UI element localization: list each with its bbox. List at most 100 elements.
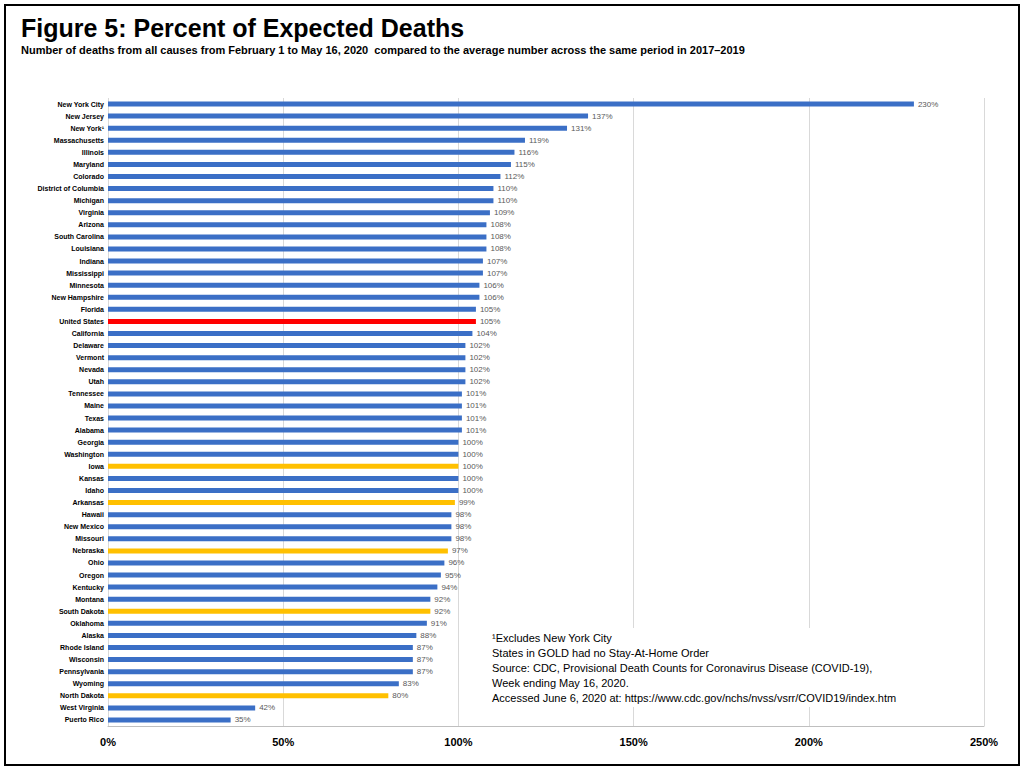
svg-text:Puerto Rico: Puerto Rico (65, 716, 104, 723)
svg-text:101%: 101% (466, 389, 486, 398)
svg-text:Washington: Washington (64, 451, 104, 459)
svg-text:Kansas: Kansas (79, 475, 104, 482)
svg-text:Tennessee: Tennessee (68, 390, 104, 397)
svg-text:United States: United States (59, 318, 104, 325)
svg-text:107%: 107% (487, 269, 507, 278)
svg-text:California: California (72, 330, 104, 337)
svg-text:Massachusetts: Massachusetts (54, 137, 104, 144)
svg-text:104%: 104% (476, 329, 496, 338)
svg-text:0%: 0% (100, 736, 116, 748)
svg-text:¹Excludes New York City: ¹Excludes New York City (492, 632, 612, 644)
svg-text:100%: 100% (462, 486, 482, 495)
svg-text:Utah: Utah (88, 378, 104, 385)
svg-text:Vermont: Vermont (76, 354, 105, 361)
svg-text:Alabama: Alabama (75, 427, 104, 434)
svg-text:District of Columbia: District of Columbia (37, 185, 104, 192)
svg-text:105%: 105% (480, 317, 500, 326)
svg-text:91%: 91% (431, 619, 447, 628)
svg-text:92%: 92% (434, 595, 450, 604)
svg-text:102%: 102% (469, 341, 489, 350)
svg-text:South Dakota: South Dakota (59, 608, 104, 615)
svg-text:200%: 200% (795, 736, 823, 748)
svg-text:Montana: Montana (75, 596, 104, 603)
svg-text:New Mexico: New Mexico (64, 523, 104, 530)
svg-text:Oklahoma: Oklahoma (70, 620, 104, 627)
svg-text:Florida: Florida (81, 306, 104, 313)
svg-text:North Dakota: North Dakota (60, 692, 104, 699)
svg-text:87%: 87% (417, 643, 433, 652)
svg-text:Maine: Maine (84, 402, 104, 409)
svg-text:New Jersey: New Jersey (65, 113, 104, 121)
svg-text:Louisiana: Louisiana (71, 245, 104, 252)
svg-text:98%: 98% (455, 534, 471, 543)
svg-text:102%: 102% (469, 353, 489, 362)
svg-text:100%: 100% (462, 450, 482, 459)
svg-text:Accessed June 6, 2020 at: http: Accessed June 6, 2020 at: https://www.cd… (492, 692, 896, 704)
svg-text:Pennsylvania: Pennsylvania (59, 668, 104, 676)
svg-text:150%: 150% (620, 736, 648, 748)
svg-text:94%: 94% (441, 583, 457, 592)
svg-text:Missouri: Missouri (75, 535, 104, 542)
svg-text:99%: 99% (459, 498, 475, 507)
svg-text:112%: 112% (504, 172, 524, 181)
svg-text:South Carolina: South Carolina (54, 233, 104, 240)
svg-text:Kentucky: Kentucky (72, 584, 104, 592)
svg-text:Arkansas: Arkansas (72, 499, 104, 506)
svg-text:95%: 95% (445, 571, 461, 580)
svg-text:Mississippi: Mississippi (66, 270, 104, 278)
svg-text:102%: 102% (469, 377, 489, 386)
svg-text:80%: 80% (392, 691, 408, 700)
svg-text:87%: 87% (417, 667, 433, 676)
svg-text:108%: 108% (490, 220, 510, 229)
svg-text:Wisconsin: Wisconsin (69, 656, 104, 663)
svg-text:Hawaii: Hawaii (82, 511, 104, 518)
svg-text:87%: 87% (417, 655, 433, 664)
svg-text:Nevada: Nevada (79, 366, 104, 373)
svg-text:Iowa: Iowa (88, 463, 104, 470)
svg-text:Wyoming: Wyoming (73, 680, 104, 688)
svg-text:101%: 101% (466, 426, 486, 435)
svg-text:109%: 109% (494, 208, 514, 217)
svg-text:35%: 35% (235, 715, 251, 724)
svg-text:101%: 101% (466, 414, 486, 423)
svg-text:101%: 101% (466, 401, 486, 410)
svg-text:Ohio: Ohio (88, 559, 104, 566)
svg-text:100%: 100% (462, 462, 482, 471)
svg-text:New York City: New York City (58, 101, 105, 109)
svg-text:Source: CDC, Provisional Death: Source: CDC, Provisional Death Counts fo… (492, 662, 872, 674)
svg-text:119%: 119% (529, 136, 549, 145)
svg-text:131%: 131% (571, 124, 591, 133)
svg-text:108%: 108% (490, 244, 510, 253)
svg-text:Indiana: Indiana (79, 258, 104, 265)
svg-text:88%: 88% (420, 631, 436, 640)
svg-text:States in GOLD had no Stay-At-: States in GOLD had no Stay-At-Home Order (492, 647, 709, 659)
svg-text:Delaware: Delaware (73, 342, 104, 349)
svg-text:Illinois: Illinois (82, 149, 104, 156)
svg-text:Arizona: Arizona (78, 221, 104, 228)
svg-text:Maryland: Maryland (73, 161, 104, 169)
svg-text:Michigan: Michigan (74, 197, 104, 205)
svg-text:100%: 100% (444, 736, 472, 748)
svg-text:Georgia: Georgia (78, 439, 105, 447)
svg-text:108%: 108% (490, 232, 510, 241)
svg-text:137%: 137% (592, 112, 612, 121)
svg-text:Rhode Island: Rhode Island (60, 644, 104, 651)
svg-text:Colorado: Colorado (73, 173, 104, 180)
svg-text:Number of deaths from all caus: Number of deaths from all causes from Fe… (21, 44, 745, 56)
svg-text:105%: 105% (480, 305, 500, 314)
svg-text:Minnesota: Minnesota (69, 282, 104, 289)
svg-text:83%: 83% (403, 679, 419, 688)
svg-text:106%: 106% (483, 293, 503, 302)
svg-text:115%: 115% (515, 160, 535, 169)
svg-text:Nebraska: Nebraska (72, 547, 104, 554)
svg-text:Idaho: Idaho (85, 487, 104, 494)
svg-text:107%: 107% (487, 257, 507, 266)
svg-text:Alaska: Alaska (81, 632, 104, 639)
svg-text:New Hampshire: New Hampshire (51, 294, 104, 302)
svg-text:West Virginia: West Virginia (60, 704, 104, 712)
svg-text:98%: 98% (455, 522, 471, 531)
svg-text:102%: 102% (469, 365, 489, 374)
svg-text:230%: 230% (918, 100, 938, 109)
svg-text:92%: 92% (434, 607, 450, 616)
svg-text:110%: 110% (497, 184, 517, 193)
